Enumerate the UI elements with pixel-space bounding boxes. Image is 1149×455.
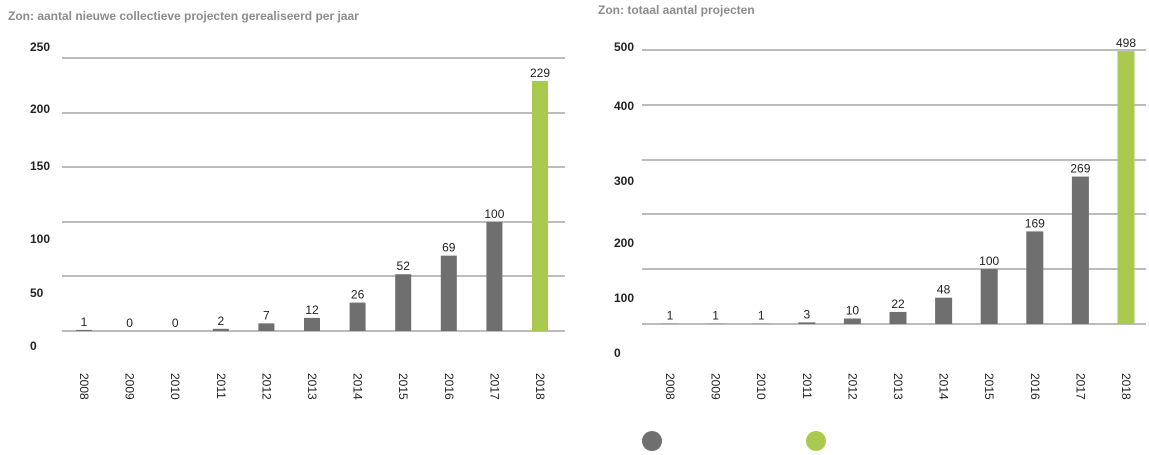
chart-panel-total-projects: Zon: totaal aantal projecten 0 100 200 300 4… — [580, 0, 1149, 455]
x-tick-label-2016: 2016 — [442, 373, 456, 400]
bar-2009 — [707, 323, 725, 324]
y-tick-label: 400 — [614, 99, 634, 113]
data-label-2015: 100 — [979, 254, 999, 268]
bar-2014 — [349, 302, 366, 331]
data-label-2011: 2 — [217, 314, 224, 328]
bar-2013 — [304, 317, 320, 331]
x-tick-label-2012: 2012 — [845, 373, 859, 400]
x-tick-label-2013: 2013 — [891, 373, 905, 400]
x-tick-label-2015: 2015 — [396, 373, 410, 400]
x-tick-label-2013: 2013 — [305, 373, 319, 400]
bar-2016 — [440, 255, 457, 331]
y-tick-label: 0 — [614, 346, 621, 360]
data-label-2010: 0 — [172, 316, 179, 330]
bar-2012 — [843, 318, 861, 324]
x-tick-label-2011: 2011 — [214, 373, 228, 399]
x-tick-label-2010: 2010 — [754, 373, 768, 400]
data-label-2008: 1 — [81, 315, 88, 329]
x-tick-label-2008: 2008 — [663, 373, 677, 400]
y-tick-label: 200 — [614, 236, 634, 250]
bar-chart-total-projects: 0 100 200 300 400 500 1 2008 1 2009 1 2010 3 2011 10 20… — [614, 36, 1146, 400]
bar-2014 — [935, 297, 953, 324]
x-tick-label-2010: 2010 — [168, 373, 182, 400]
x-tick-label-2016: 2016 — [1028, 373, 1042, 400]
data-label-2011: 3 — [803, 307, 810, 321]
y-tick-label: 100 — [30, 232, 50, 246]
data-label-2014: 48 — [937, 283, 951, 297]
data-label-2009: 0 — [126, 316, 133, 330]
bar-2011 — [212, 328, 229, 331]
x-tick-label-2014: 2014 — [937, 373, 951, 400]
bar-2018 — [1117, 51, 1135, 324]
data-label-2012: 10 — [846, 304, 860, 318]
data-label-2017: 269 — [1070, 162, 1090, 176]
data-label-2013: 12 — [305, 303, 319, 317]
y-tick-label: 0 — [30, 339, 37, 353]
legend-marker-grey — [642, 431, 662, 451]
x-tick-label-2018: 2018 — [1119, 373, 1133, 400]
bar-2008 — [76, 329, 92, 331]
y-tick-label: 50 — [30, 286, 44, 300]
x-tick-label-2017: 2017 — [487, 373, 501, 400]
x-tick-label-2012: 2012 — [259, 373, 273, 400]
y-tick-label: 150 — [30, 159, 50, 173]
y-tick-label: 300 — [614, 174, 634, 188]
data-label-2017: 100 — [484, 207, 504, 221]
legend-marker-green — [806, 431, 826, 451]
x-tick-label-2018: 2018 — [533, 373, 547, 400]
x-tick-label-2009: 2009 — [709, 373, 723, 400]
bar-2011 — [798, 322, 816, 324]
data-label-2008: 1 — [667, 308, 674, 322]
bar-2016 — [1026, 231, 1044, 324]
data-label-2018: 498 — [1116, 36, 1136, 50]
x-tick-label-2008: 2008 — [77, 373, 91, 400]
bar-2008 — [661, 323, 679, 324]
data-label-2016: 169 — [1025, 216, 1045, 230]
x-tick-label-2017: 2017 — [1073, 373, 1087, 400]
data-label-2014: 26 — [351, 288, 365, 302]
chart-title: Zon: aantal nieuwe collectieve projecten… — [8, 9, 359, 23]
bar-2012 — [258, 323, 275, 331]
data-label-2016: 69 — [442, 241, 456, 255]
data-label-2009: 1 — [712, 308, 719, 322]
y-tick-label: 200 — [30, 102, 50, 116]
y-tick-label: 100 — [614, 291, 634, 305]
x-tick-label-2011: 2011 — [800, 373, 814, 399]
bar-2015 — [395, 274, 412, 331]
bar-chart-new-projects: 0 50 100 150 200 250 1 2008 0 2009 0 2010 2 2011 7 2012… — [30, 40, 565, 400]
chart-panel-new-projects: Zon: aantal nieuwe collectieve projecten… — [8, 9, 565, 400]
bar-2010 — [752, 323, 770, 324]
bar-2017 — [1071, 176, 1089, 324]
bar-2018 — [532, 80, 548, 331]
data-label-2018: 229 — [530, 66, 550, 80]
bar-2013 — [889, 311, 907, 324]
bar-2017 — [486, 221, 503, 331]
y-tick-label: 500 — [614, 40, 634, 54]
chart-title: Zon: totaal aantal projecten — [598, 3, 755, 17]
data-label-2015: 52 — [397, 259, 411, 273]
data-label-2010: 1 — [758, 308, 765, 322]
x-tick-label-2015: 2015 — [982, 373, 996, 400]
bar-2015 — [980, 269, 998, 324]
data-label-2012: 7 — [263, 308, 270, 322]
x-tick-label-2014: 2014 — [351, 373, 365, 400]
y-tick-label: 250 — [30, 40, 50, 54]
data-label-2013: 22 — [891, 297, 905, 311]
x-tick-label-2009: 2009 — [123, 373, 137, 400]
